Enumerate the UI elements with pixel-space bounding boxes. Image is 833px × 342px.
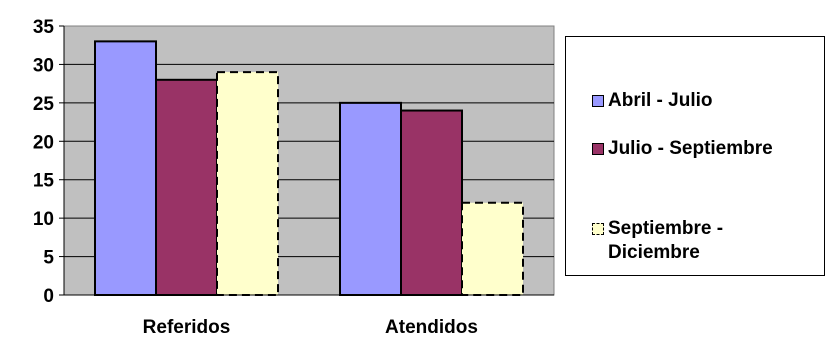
legend-item-abril-julio: Abril - Julio [592, 89, 808, 113]
bar-atendidos-series-2 [400, 109, 463, 296]
y-axis-ticks: 0 5 10 15 20 25 30 35 [33, 17, 64, 307]
bars [94, 40, 524, 296]
legend-label: Abril - Julio [608, 90, 713, 111]
legend-label: Septiembre - Diciembre [608, 218, 724, 263]
x-axis-labels: Referidos Atendidos [143, 317, 478, 338]
y-tick-label: 30 [33, 55, 54, 76]
y-tick-label: 10 [33, 209, 54, 230]
legend-swatch-septiembre-diciembre [592, 223, 604, 235]
x-category-label: Referidos [143, 317, 231, 338]
legend-swatch-julio-septiembre [592, 143, 604, 155]
legend-swatch-abril-julio [592, 95, 604, 107]
legend-item-julio-septiembre: Julio - Septiembre [592, 137, 808, 161]
bar-atendidos-series-1 [339, 101, 402, 296]
y-tick-label: 15 [33, 171, 55, 192]
y-tick-label: 35 [33, 17, 55, 38]
bar-referidos-series-3 [216, 71, 279, 296]
bar-atendidos-series-3 [461, 201, 524, 296]
legend: Abril - Julio Julio - Septiembre Septiem… [565, 36, 825, 276]
y-tick-label: 5 [43, 248, 54, 269]
y-tick-label: 20 [33, 132, 54, 153]
legend-label: Julio - Septiembre [608, 138, 773, 159]
bar-referidos-series-1 [94, 40, 157, 296]
y-tick-label: 25 [33, 94, 55, 115]
legend-item-septiembre-diciembre: Septiembre - Diciembre [592, 217, 808, 265]
y-tick-label: 0 [43, 286, 54, 307]
x-category-label: Atendidos [385, 317, 478, 338]
bar-referidos-series-2 [155, 78, 218, 296]
